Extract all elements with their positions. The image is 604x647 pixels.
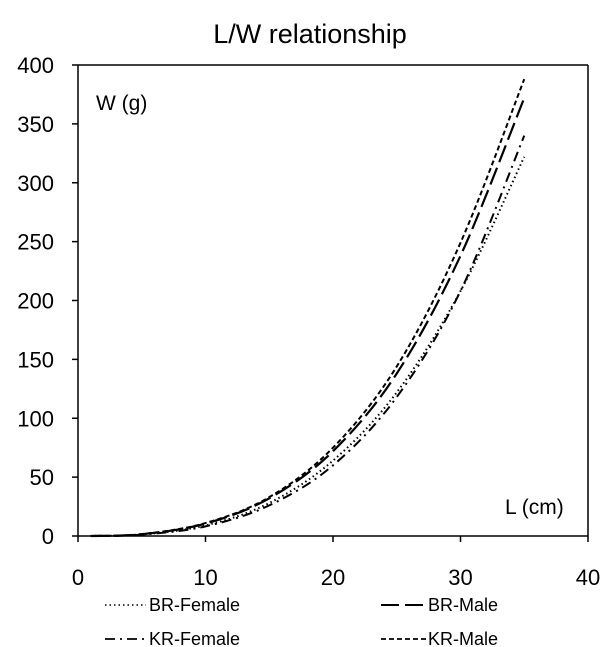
legend-label-kr-male: KR-Male [428,629,498,647]
legend-label-kr-female: KR-Female [149,629,240,647]
series-layer [90,78,526,538]
legend-label-br-male: BR-Male [428,595,498,615]
y-tick-label: 0 [42,524,54,549]
y-axis-label: W (g) [96,92,147,115]
y-tick-label: 100 [17,406,54,431]
x-tick-label: 30 [448,565,472,590]
x-tick-label: 20 [321,565,345,590]
y-tick-label: 50 [30,465,54,490]
y-tick-label: 350 [17,112,54,137]
legend: BR-Female BR-Male KR-Female KR-Male [105,595,498,647]
legend-item-kr-male: KR-Male [381,629,498,647]
y-tick-label: 400 [17,53,54,78]
x-axis-label: L (cm) [505,496,564,519]
y-tick-label: 250 [17,230,54,255]
legend-item-kr-female: KR-Female [105,629,240,647]
x-tick-label: 0 [72,565,84,590]
series-line-kr-male [90,78,526,537]
series-line-br-male [90,97,526,538]
legend-label-br-female: BR-Female [149,595,240,615]
x-tick-label: 10 [193,565,217,590]
legend-item-br-male: BR-Male [381,595,498,615]
x-tick-label: 40 [576,565,600,590]
chart-title: L/W relationship [213,19,407,49]
legend-item-br-female: BR-Female [105,595,240,615]
y-tick-label: 150 [17,347,54,372]
y-tick-label: 200 [17,289,54,314]
series-line-br-female [90,156,526,537]
series-line-kr-female [90,135,526,537]
y-tick-label: 300 [17,171,54,196]
